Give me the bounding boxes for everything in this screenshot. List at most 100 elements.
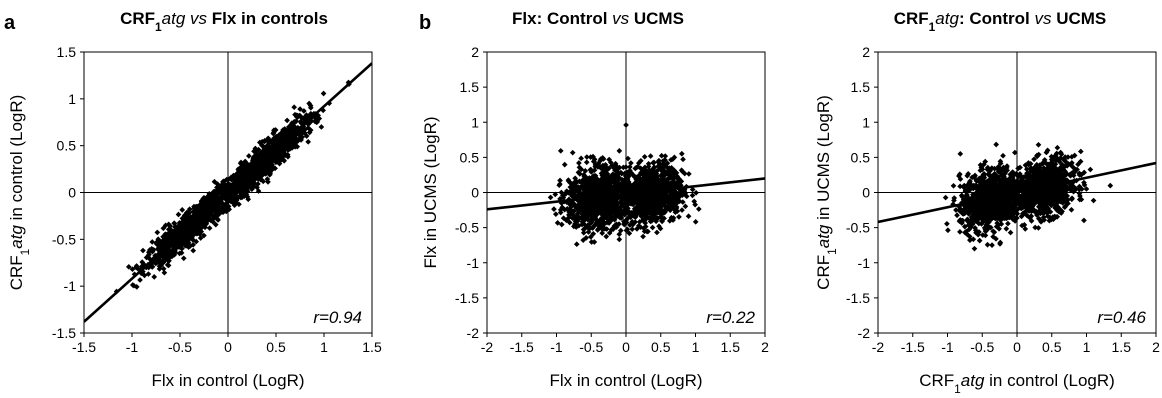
data-point bbox=[1088, 167, 1094, 173]
data-point bbox=[154, 230, 160, 236]
data-point bbox=[1000, 153, 1006, 159]
data-point bbox=[1078, 149, 1084, 155]
data-point bbox=[584, 159, 590, 165]
data-point bbox=[321, 91, 327, 97]
data-point bbox=[599, 230, 605, 236]
data-point bbox=[207, 225, 213, 231]
x-tick-label: 0 bbox=[224, 339, 232, 355]
x-tick-label: 0 bbox=[622, 339, 630, 355]
data-point bbox=[686, 213, 692, 219]
y-tick-label: 2 bbox=[471, 44, 479, 60]
data-point bbox=[623, 122, 629, 128]
data-point bbox=[562, 162, 568, 168]
title-italic: vs bbox=[612, 9, 630, 28]
data-point bbox=[284, 118, 290, 124]
y-tick-label: -1.5 bbox=[52, 325, 76, 341]
y-tick-label: -0.5 bbox=[455, 220, 479, 236]
data-point bbox=[943, 195, 949, 201]
y-tick-label: 0 bbox=[471, 185, 479, 201]
x-axis-label: Flx in control (LogR) bbox=[549, 371, 702, 390]
data-point bbox=[181, 255, 187, 261]
data-point bbox=[679, 207, 685, 213]
label-pre: CRF bbox=[7, 255, 26, 290]
label-italic: atg bbox=[7, 225, 26, 249]
y-tick-label: -1 bbox=[467, 255, 480, 271]
x-tick-label: 1.5 bbox=[1112, 339, 1132, 355]
y-tick-label: -0.5 bbox=[846, 220, 870, 236]
y-tick-label: 1 bbox=[68, 91, 76, 107]
title-mid: : Control bbox=[959, 9, 1035, 28]
data-point bbox=[176, 212, 182, 218]
y-tick-label: -1 bbox=[858, 255, 871, 271]
data-point bbox=[977, 238, 983, 244]
data-point bbox=[570, 150, 576, 156]
x-tick-label: -1.5 bbox=[510, 339, 534, 355]
y-tick-label: 2 bbox=[862, 44, 870, 60]
y-tick-label: -2 bbox=[858, 325, 871, 341]
chart-title: Flx: Control vs UCMS bbox=[512, 9, 684, 28]
data-point bbox=[1036, 142, 1042, 148]
title-italic: vs bbox=[190, 9, 208, 28]
data-point bbox=[944, 221, 950, 227]
label-post: in control (LogR) bbox=[7, 95, 26, 225]
chart-title: CRF1atg: Control vs UCMS bbox=[894, 9, 1107, 34]
x-tick-label: 1.5 bbox=[362, 339, 382, 355]
data-point bbox=[553, 211, 559, 217]
data-point bbox=[676, 214, 682, 220]
data-point bbox=[617, 148, 623, 154]
data-point bbox=[151, 274, 157, 280]
title-post: UCMS bbox=[629, 9, 684, 28]
data-point bbox=[972, 246, 978, 252]
title-post: UCMS bbox=[1051, 9, 1106, 28]
data-point bbox=[696, 206, 702, 212]
data-point bbox=[680, 156, 686, 162]
panel-letter-b: b bbox=[419, 12, 431, 34]
data-point bbox=[1091, 198, 1097, 204]
x-tick-label: 0.5 bbox=[266, 339, 286, 355]
y-tick-label: 1.5 bbox=[57, 44, 77, 60]
data-point bbox=[246, 153, 252, 159]
x-tick-label: -0.5 bbox=[579, 339, 603, 355]
data-point bbox=[951, 183, 957, 189]
data-point bbox=[945, 227, 951, 233]
x-tick-label: -0.5 bbox=[970, 339, 994, 355]
data-point bbox=[137, 277, 143, 283]
data-point bbox=[558, 148, 564, 154]
data-point bbox=[574, 241, 580, 247]
point-cloud bbox=[943, 142, 1113, 252]
x-tick-label: 0.5 bbox=[651, 339, 671, 355]
data-point bbox=[578, 156, 584, 162]
y-tick-label: -1.5 bbox=[846, 290, 870, 306]
data-point bbox=[140, 248, 146, 254]
data-point bbox=[993, 142, 999, 148]
y-tick-label: 1 bbox=[471, 114, 479, 130]
data-point bbox=[603, 234, 609, 240]
y-tick-label: 0.5 bbox=[851, 149, 871, 165]
data-point bbox=[642, 154, 648, 160]
data-point bbox=[985, 242, 991, 248]
x-tick-label: 0.5 bbox=[1042, 339, 1062, 355]
x-tick-label: -1 bbox=[941, 339, 954, 355]
label-post: Flx in control (LogR) bbox=[549, 371, 702, 390]
data-point bbox=[179, 207, 185, 213]
data-point bbox=[683, 203, 689, 209]
data-point bbox=[989, 242, 995, 248]
x-tick-label: -1.5 bbox=[901, 339, 925, 355]
data-point bbox=[957, 151, 963, 157]
y-tick-label: 0.5 bbox=[57, 138, 77, 154]
data-point bbox=[640, 234, 646, 240]
y-tick-label: 1.5 bbox=[851, 79, 871, 95]
x-tick-label: 0 bbox=[1013, 339, 1021, 355]
data-point bbox=[686, 171, 692, 177]
data-point bbox=[679, 151, 685, 157]
data-point bbox=[1069, 207, 1075, 213]
correlation-annotation: r=0.22 bbox=[706, 308, 755, 327]
y-tick-label: 0.5 bbox=[460, 149, 480, 165]
y-tick-label: -0.5 bbox=[52, 231, 76, 247]
data-point bbox=[648, 153, 654, 159]
x-tick-label: 2 bbox=[761, 339, 769, 355]
data-point bbox=[627, 164, 633, 170]
